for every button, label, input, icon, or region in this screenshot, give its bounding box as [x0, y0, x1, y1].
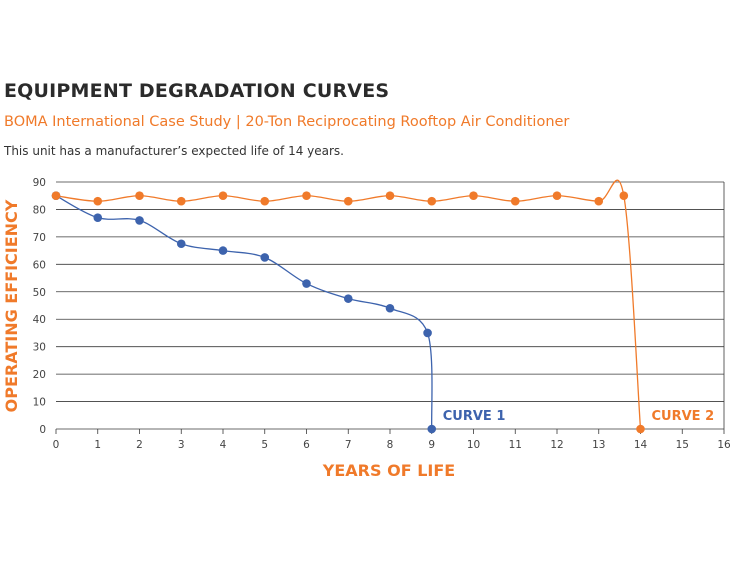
y-tick-label: 80	[33, 204, 46, 216]
y-tick-label: 50	[33, 287, 46, 299]
y-tick-label: 0	[39, 424, 46, 436]
data-point	[343, 294, 353, 303]
data-point	[218, 191, 228, 201]
data-point	[93, 213, 103, 222]
x-tick-label: 10	[467, 439, 480, 451]
y-tick-label: 30	[33, 342, 46, 354]
curve-label: CURVE 2	[652, 409, 715, 424]
y-tick-label: 20	[33, 369, 46, 381]
series-line	[55, 195, 433, 430]
y-tick-labels: 0 10 20 30 40 50 60 70 80 90	[33, 177, 46, 436]
data-point	[427, 424, 437, 434]
data-point	[176, 196, 186, 206]
x-tick-label: 12	[550, 439, 563, 451]
x-tick-label: 0	[53, 439, 60, 451]
series-lines	[55, 179, 642, 430]
data-point	[51, 191, 61, 201]
x-tick-label: 3	[178, 439, 185, 451]
data-point	[135, 191, 144, 201]
x-tick-labels: 0 1 2 3 4 5 6 7 8 9 10 11 12 13 14 15 16	[53, 439, 731, 451]
x-axis-title: YEARS OF LIFE	[322, 461, 455, 480]
data-point	[552, 191, 562, 201]
y-axis-title: OPERATING EFFICIENCY	[2, 199, 21, 412]
x-tick-label: 5	[261, 439, 268, 451]
x-tick-label: 7	[345, 439, 352, 451]
data-point	[423, 328, 432, 338]
data-point	[176, 239, 186, 249]
data-point	[427, 196, 437, 206]
data-point	[636, 424, 645, 434]
x-tick-label: 15	[676, 439, 689, 451]
x-tick-label: 14	[634, 439, 648, 451]
curve-label: CURVE 1	[443, 409, 506, 424]
data-point	[260, 196, 270, 206]
y-tick-label: 70	[33, 232, 46, 244]
data-point	[385, 303, 395, 313]
data-point	[135, 216, 144, 225]
y-tick-label: 40	[33, 314, 46, 326]
data-point	[343, 196, 353, 206]
chart-subtitle: BOMA International Case Study | 20-Ton R…	[4, 114, 570, 130]
data-point	[302, 279, 311, 288]
x-tick-label: 9	[428, 439, 435, 451]
curve-labels: CURVE 1 CURVE 2	[443, 409, 714, 424]
data-point	[385, 191, 395, 201]
x-tick-label: 2	[136, 439, 143, 451]
data-point	[594, 196, 604, 206]
data-point	[619, 191, 629, 201]
data-point	[260, 253, 270, 262]
data-point	[302, 191, 311, 201]
series-line	[55, 179, 642, 430]
x-tick-label: 16	[717, 439, 731, 451]
chart-note: This unit has a manufacturer’s expected …	[4, 144, 344, 158]
chart-title: EQUIPMENT DEGRADATION CURVES	[4, 80, 390, 102]
data-point	[510, 196, 520, 206]
y-tick-label: 10	[33, 397, 46, 409]
series-markers	[51, 191, 645, 434]
data-point	[93, 196, 103, 206]
x-tick-label: 4	[220, 439, 227, 451]
x-tick-label: 8	[387, 439, 394, 451]
x-tick-label: 6	[303, 439, 310, 451]
grid-lines	[55, 181, 725, 434]
x-tick-label: 13	[592, 439, 605, 451]
x-tick-label: 11	[509, 439, 522, 451]
data-point	[469, 191, 478, 201]
y-tick-label: 90	[33, 177, 46, 189]
x-tick-label: 1	[94, 439, 101, 451]
data-point	[218, 246, 228, 255]
y-tick-label: 60	[33, 259, 46, 271]
